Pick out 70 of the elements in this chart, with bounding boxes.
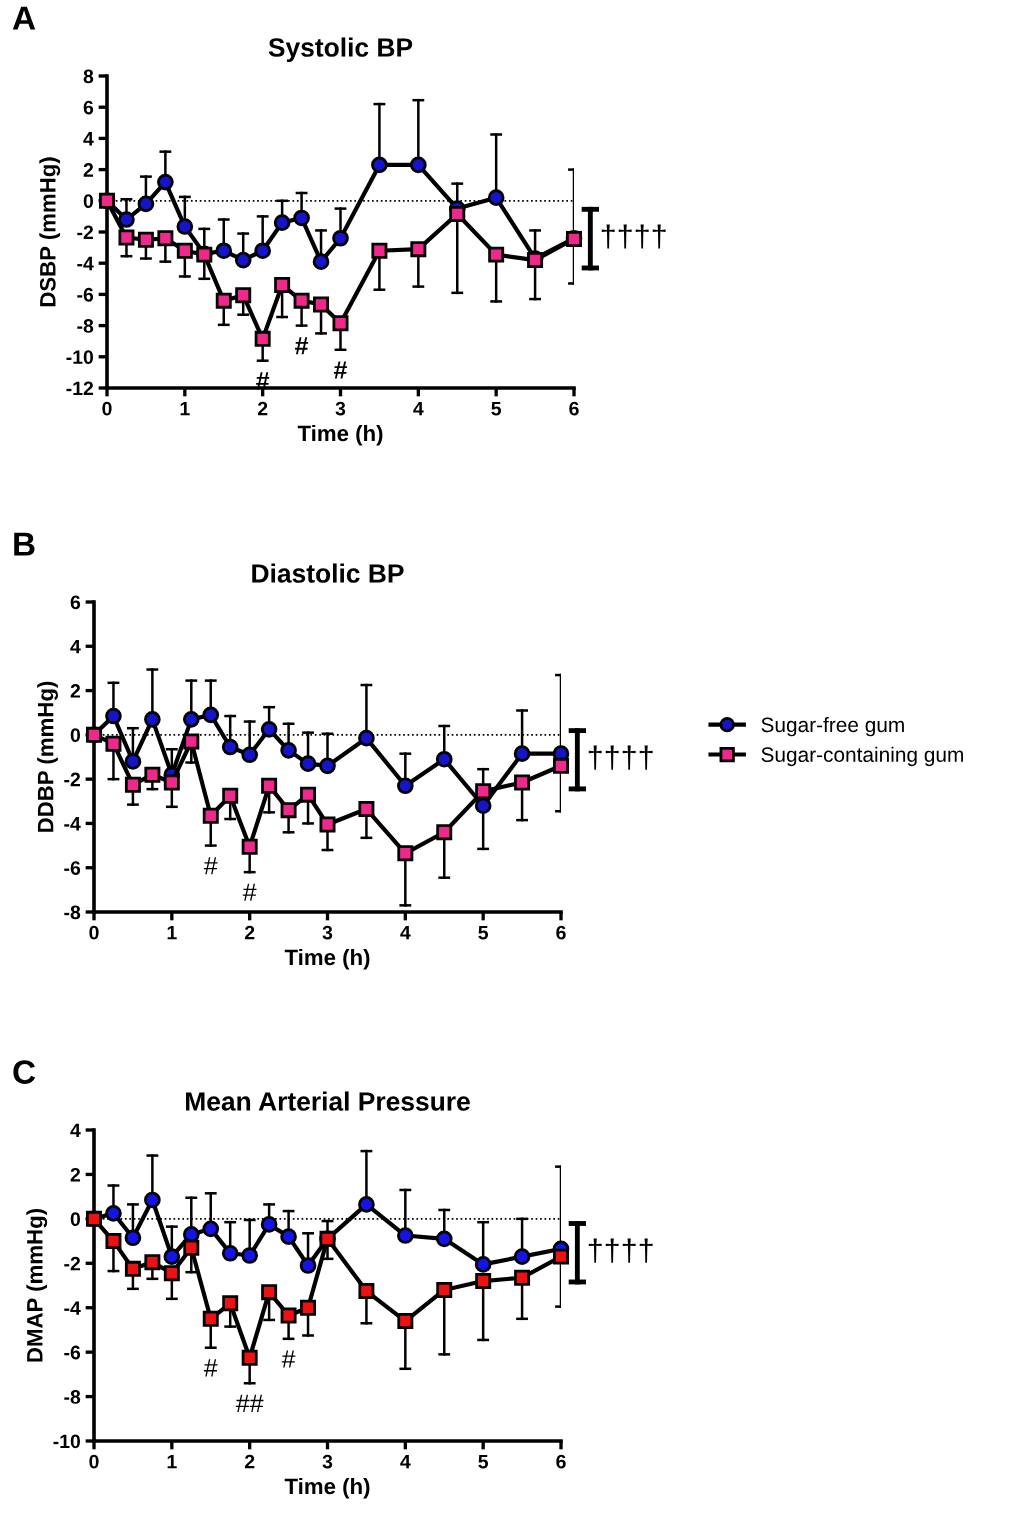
y-tick-label: 6	[83, 100, 94, 115]
y-tick-label: 6	[70, 595, 81, 610]
chart-title: Systolic BP	[268, 37, 413, 63]
x-tick-label: 6	[569, 401, 579, 416]
annotation: #	[203, 1359, 218, 1377]
x-tick-label: 5	[478, 925, 489, 940]
x-tick-label: 6	[556, 925, 566, 940]
text: ††††	[588, 1238, 653, 1263]
y-tick-label: 2	[70, 684, 81, 698]
y-tick-label: -6	[64, 1345, 81, 1360]
x-tick-label: 1	[167, 925, 177, 940]
y-tick-label: -2	[64, 1256, 81, 1271]
text: A	[12, 6, 36, 30]
y-tick-label: -8	[64, 905, 81, 920]
legend-label: Sugar-containing gum	[761, 746, 963, 767]
y-tick-label: -6	[77, 287, 94, 302]
x-tick-label: 5	[478, 1454, 489, 1469]
text: B	[14, 532, 35, 556]
y-tick-label: -2	[64, 772, 81, 787]
text: ††††	[601, 224, 666, 249]
y-tick-label: -6	[64, 861, 81, 875]
x-tick-label: 4	[400, 1454, 411, 1469]
text: ††††	[588, 745, 653, 770]
y-tick-label: 0	[83, 194, 94, 209]
x-tick-label: 3	[335, 401, 346, 416]
x-tick-label: 2	[244, 925, 255, 940]
text: C	[13, 1060, 36, 1084]
y-tick-label: -4	[77, 256, 94, 271]
y-axis-title: DSBP (mmHg)	[39, 157, 61, 307]
x-axis-title: Time (h)	[284, 1477, 370, 1499]
annotation: ##	[235, 1394, 264, 1412]
x-tick-label: 4	[400, 925, 411, 940]
chart-title: Diastolic BP	[252, 563, 404, 583]
y-tick-label: -12	[66, 381, 94, 396]
y-tick-label: 4	[70, 639, 81, 654]
y-tick-label: 0	[70, 1212, 81, 1227]
y-tick-label: 0	[70, 728, 81, 743]
annotation: #	[333, 361, 348, 379]
chart-title: Mean Arterial Pressure	[186, 1091, 470, 1111]
y-tick-label: -10	[53, 1434, 81, 1449]
x-tick-label: 5	[491, 401, 502, 416]
x-tick-label: 2	[257, 401, 268, 416]
y-tick-label: 4	[70, 1123, 81, 1138]
x-tick-label: 0	[102, 401, 112, 416]
x-tick-label: 2	[244, 1454, 255, 1469]
y-tick-label: -8	[64, 1390, 81, 1404]
x-tick-label: 6	[556, 1454, 566, 1469]
x-tick-label: 1	[180, 401, 190, 416]
y-tick-label: -8	[77, 319, 94, 333]
x-tick-label: 3	[322, 925, 333, 940]
x-tick-label: 1	[167, 1454, 177, 1469]
y-axis-title: DDBP (mmHg)	[37, 681, 58, 832]
annotation: #	[242, 883, 257, 901]
x-tick-label: 3	[322, 1454, 333, 1469]
y-tick-label: -4	[64, 1301, 81, 1315]
y-tick-label: 4	[83, 132, 94, 146]
y-tick-label: 8	[83, 69, 94, 84]
y-tick-label: -10	[66, 350, 94, 365]
y-tick-label: 2	[70, 1167, 81, 1182]
x-axis-title: Time (h)	[297, 424, 383, 446]
x-axis-title: Time (h)	[284, 948, 370, 970]
legend-label: Sugar-free gum	[761, 716, 904, 737]
annotation: #	[295, 337, 309, 355]
y-tick-label: 2	[83, 163, 94, 177]
x-tick-label: 4	[413, 401, 424, 416]
annotation: #	[203, 857, 218, 875]
y-tick-label: -4	[64, 817, 81, 831]
annotation: #	[281, 1350, 296, 1368]
y-tick-label: -2	[77, 225, 94, 240]
y-axis-title: DMAP (mmHg)	[26, 1209, 48, 1362]
